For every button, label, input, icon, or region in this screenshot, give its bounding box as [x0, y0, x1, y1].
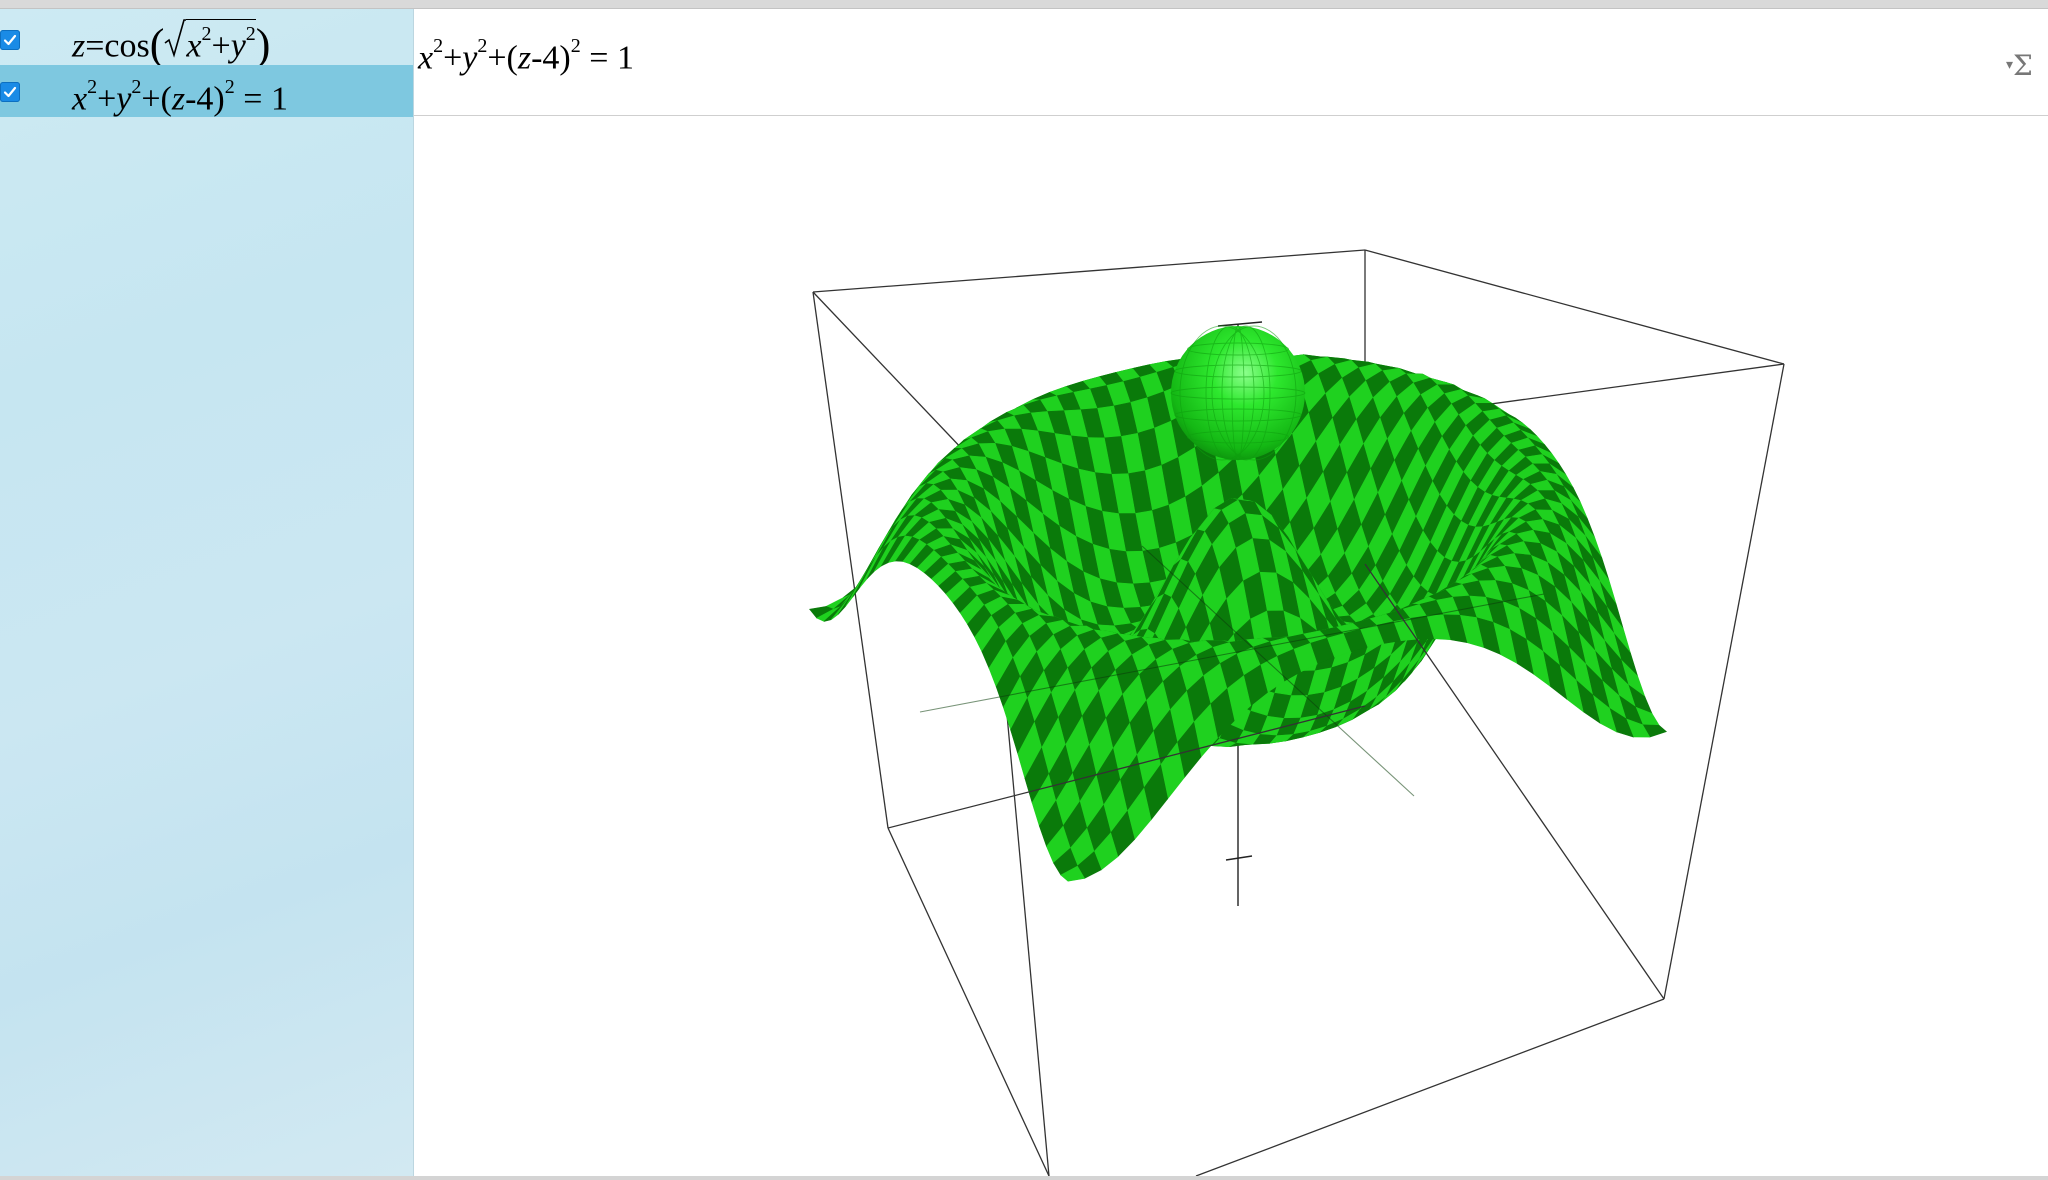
box-edge	[812, 291, 986, 474]
y-exponent: 2	[245, 23, 256, 45]
paren-exponent: 2	[224, 76, 235, 98]
z-axis-tick	[1217, 321, 1263, 327]
x-axis-line	[919, 593, 1545, 713]
box-edge	[812, 291, 889, 829]
var-z: z	[517, 39, 532, 77]
square-root: x2+y2	[164, 13, 256, 72]
sphere-longitude	[1221, 325, 1271, 461]
sphere-latitude	[1187, 430, 1289, 444]
expression-label: z=cos(x2+y2)	[72, 13, 270, 69]
visibility-checkbox[interactable]	[0, 30, 20, 50]
sphere-latitude	[1174, 364, 1302, 378]
visibility-checkbox[interactable]	[0, 82, 20, 102]
box-edge	[1364, 563, 1665, 1000]
minus-four-close: -4)	[185, 80, 225, 118]
sphere-longitude	[1205, 325, 1255, 461]
sphere-latitude	[1174, 408, 1302, 422]
box-edge	[887, 827, 1050, 1176]
plus-sign: +	[211, 27, 231, 65]
sphere-longitude	[1179, 325, 1265, 461]
y-exponent: 2	[131, 76, 142, 98]
graph-canvas[interactable]	[414, 116, 2048, 1176]
window-top-edge	[0, 0, 2048, 9]
sphere-latitude	[1187, 342, 1289, 356]
var-y: y	[230, 27, 246, 65]
cosine-surface	[809, 353, 1667, 882]
box-edge	[1195, 998, 1665, 1176]
x-exponent: 2	[201, 23, 212, 45]
dropdown-caret-icon: ▾	[2006, 57, 2014, 73]
radical-sign-icon	[164, 19, 187, 58]
x-exponent: 2	[87, 76, 98, 98]
expression-list-panel: z=cos(x2+y2) x2+y2+(z-4)2 = 1	[0, 9, 414, 1176]
close-paren: )	[255, 20, 271, 70]
var-y: y	[116, 80, 132, 118]
y-exponent: 2	[477, 35, 488, 57]
x-exponent: 2	[433, 35, 444, 57]
expression-row-sphere[interactable]: x2+y2+(z-4)2 = 1	[0, 65, 413, 117]
function-name: cos	[104, 27, 150, 65]
surface-patch	[1060, 865, 1086, 882]
box-edge	[1663, 363, 1785, 1000]
checkmark-icon	[3, 86, 17, 98]
box-edge	[887, 705, 1366, 829]
sphere-body	[1171, 326, 1305, 460]
plus-sign: +	[443, 39, 463, 77]
expression-label: x2+y2+(z-4)2 = 1	[72, 65, 288, 117]
var-z: z	[171, 80, 186, 118]
var-y: y	[462, 39, 478, 77]
plus-open-paren: +(	[487, 39, 518, 77]
minus-four-close: -4)	[531, 39, 571, 77]
input-bar[interactable]: x2+y2+(z-4)2 = 1 ▾Σ	[414, 9, 2048, 116]
paren-exponent: 2	[570, 35, 581, 57]
open-paren: (	[149, 20, 165, 70]
var-z: z	[72, 27, 86, 65]
y-axis-line	[1141, 545, 1415, 797]
right-hand-side: = 1	[580, 39, 634, 77]
right-hand-side: = 1	[234, 80, 288, 118]
plus-sign: +	[97, 80, 117, 118]
sphere-latitude	[1170, 386, 1306, 400]
graph-3d-view[interactable]	[414, 116, 2048, 1176]
expression-row-surface[interactable]: z=cos(x2+y2)	[0, 13, 413, 69]
sigma-symbol: Σ	[2013, 49, 2033, 82]
box-edge	[1364, 249, 1785, 365]
box-edge	[812, 249, 1366, 293]
bounding-box-front	[887, 363, 1785, 1176]
plus-open-paren: +(	[141, 80, 172, 118]
window-bottom-edge	[0, 1176, 2048, 1180]
var-x: x	[418, 39, 434, 77]
sigma-icon[interactable]: ▾Σ	[2006, 49, 2048, 85]
z-axis-tick	[1225, 855, 1253, 861]
xy-axes	[919, 545, 1545, 797]
var-x: x	[186, 27, 202, 65]
sphere-longitude	[1211, 325, 1297, 461]
surface-patch	[838, 577, 863, 615]
checkmark-icon	[3, 34, 17, 46]
equals-sign: =	[85, 27, 105, 65]
var-x: x	[72, 80, 88, 118]
sphere-longitude	[1231, 325, 1245, 461]
surface-patch	[859, 547, 884, 588]
sphere-surface	[1170, 325, 1306, 461]
sphere-facets	[1170, 325, 1306, 461]
input-expression[interactable]: x2+y2+(z-4)2 = 1	[418, 35, 634, 77]
